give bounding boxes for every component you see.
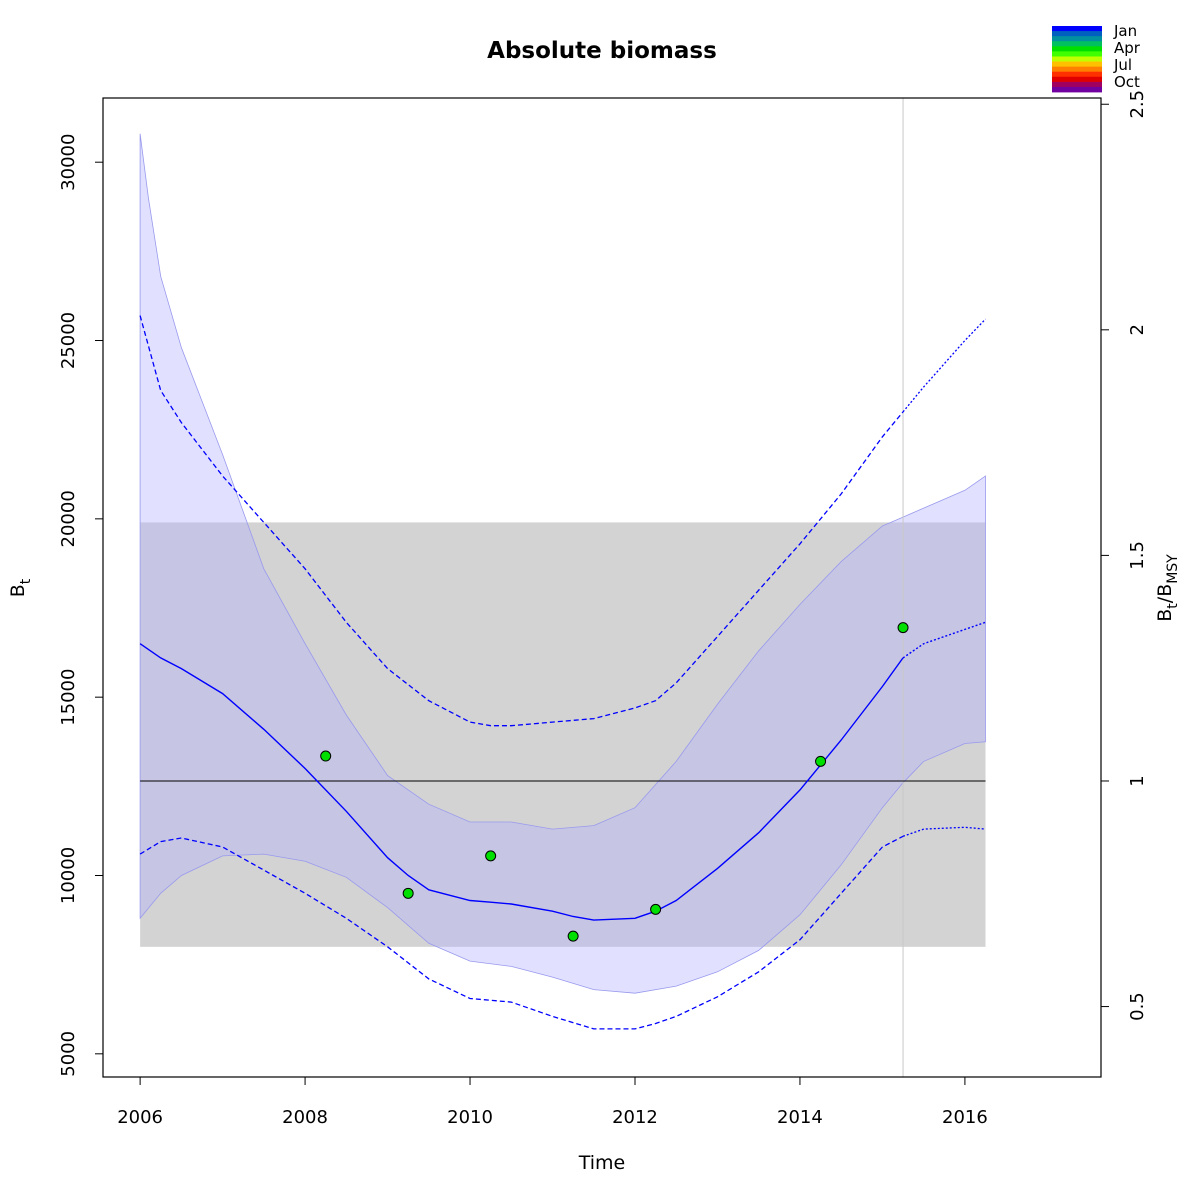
observation-points — [320, 622, 909, 942]
legend-color-swatch — [1052, 36, 1102, 42]
y2-axis: 0.5 1 1.5 2 2.5 — [1101, 90, 1148, 1021]
legend-label: Apr — [1114, 39, 1141, 57]
x-tick-label: 2012 — [612, 1107, 658, 1128]
y-tick-label: 30000 — [58, 134, 79, 191]
legend-color-swatch — [1052, 46, 1102, 52]
y-axis: 5000 10000 15000 20000 25000 30000 — [58, 134, 103, 1077]
legend-color-swatch — [1052, 81, 1102, 88]
ci_upper-line — [139, 315, 904, 727]
y-axis-label-sub: t — [18, 578, 34, 584]
legend-label: Jan — [1113, 22, 1137, 40]
observation-point — [897, 622, 909, 634]
y2-tick-label: 1 — [1127, 775, 1148, 786]
observation-point — [567, 930, 579, 942]
ci_lower-line — [139, 835, 904, 1030]
y2-label-part: B — [1154, 609, 1176, 622]
legend-label: Jul — [1113, 56, 1132, 74]
observation-point — [402, 887, 414, 899]
y-tick-label: 10000 — [58, 847, 79, 904]
y2-label-part: /B — [1154, 584, 1176, 603]
y2-label-part: t — [1165, 603, 1181, 609]
median-prediction-line — [902, 621, 986, 659]
y-tick-label: 15000 — [58, 669, 79, 726]
plot-area — [139, 98, 986, 1077]
confidence-band — [139, 133, 986, 994]
y-axis-label-main: B — [7, 584, 29, 597]
observation-point — [650, 903, 662, 915]
y2-label-part: MSY — [1165, 554, 1181, 584]
observation-point — [320, 750, 332, 762]
legend-color-swatch — [1052, 51, 1102, 57]
legend-color-swatch — [1052, 26, 1102, 32]
y2-tick-label: 0.5 — [1127, 992, 1148, 1021]
y2-tick-label: 1.5 — [1127, 541, 1148, 570]
median-line — [139, 643, 904, 921]
x-tick-label: 2006 — [117, 1107, 163, 1128]
chart-title: Absolute biomass — [487, 38, 717, 64]
observation-point — [485, 850, 497, 862]
x-tick-label: 2008 — [282, 1107, 328, 1128]
x-tick-label: 2016 — [942, 1107, 988, 1128]
x-tick-label: 2014 — [777, 1107, 823, 1128]
legend-color-swatch — [1052, 41, 1102, 47]
y2-axis-label: Bt/BMSY — [1154, 554, 1181, 622]
y2-tick-label: 2.5 — [1127, 90, 1148, 119]
observation-point — [815, 755, 827, 767]
legend-color-swatch — [1052, 71, 1102, 78]
x-tick-label: 2010 — [447, 1107, 493, 1128]
legend-color-swatch — [1052, 76, 1102, 83]
legend-color-swatch — [1052, 86, 1102, 93]
legend-label: Oct — [1114, 73, 1140, 91]
x-axis-label: Time — [578, 1152, 626, 1174]
legend-color-swatch — [1052, 66, 1102, 73]
x-axis: 2006 2008 2010 2012 2014 2016 — [117, 1076, 988, 1128]
ci_lower-prediction-line — [902, 826, 986, 837]
y-axis-label: Bt — [7, 578, 34, 597]
y2-tick-label: 2 — [1127, 324, 1148, 335]
legend-color-swatch — [1052, 31, 1102, 37]
y-tick-label: 5000 — [58, 1031, 79, 1077]
y-tick-label: 20000 — [58, 490, 79, 547]
y-tick-label: 25000 — [58, 312, 79, 369]
legend-color-swatch — [1052, 56, 1102, 62]
ci_upper-prediction-line — [902, 318, 986, 413]
legend-color-swatch — [1052, 61, 1102, 68]
